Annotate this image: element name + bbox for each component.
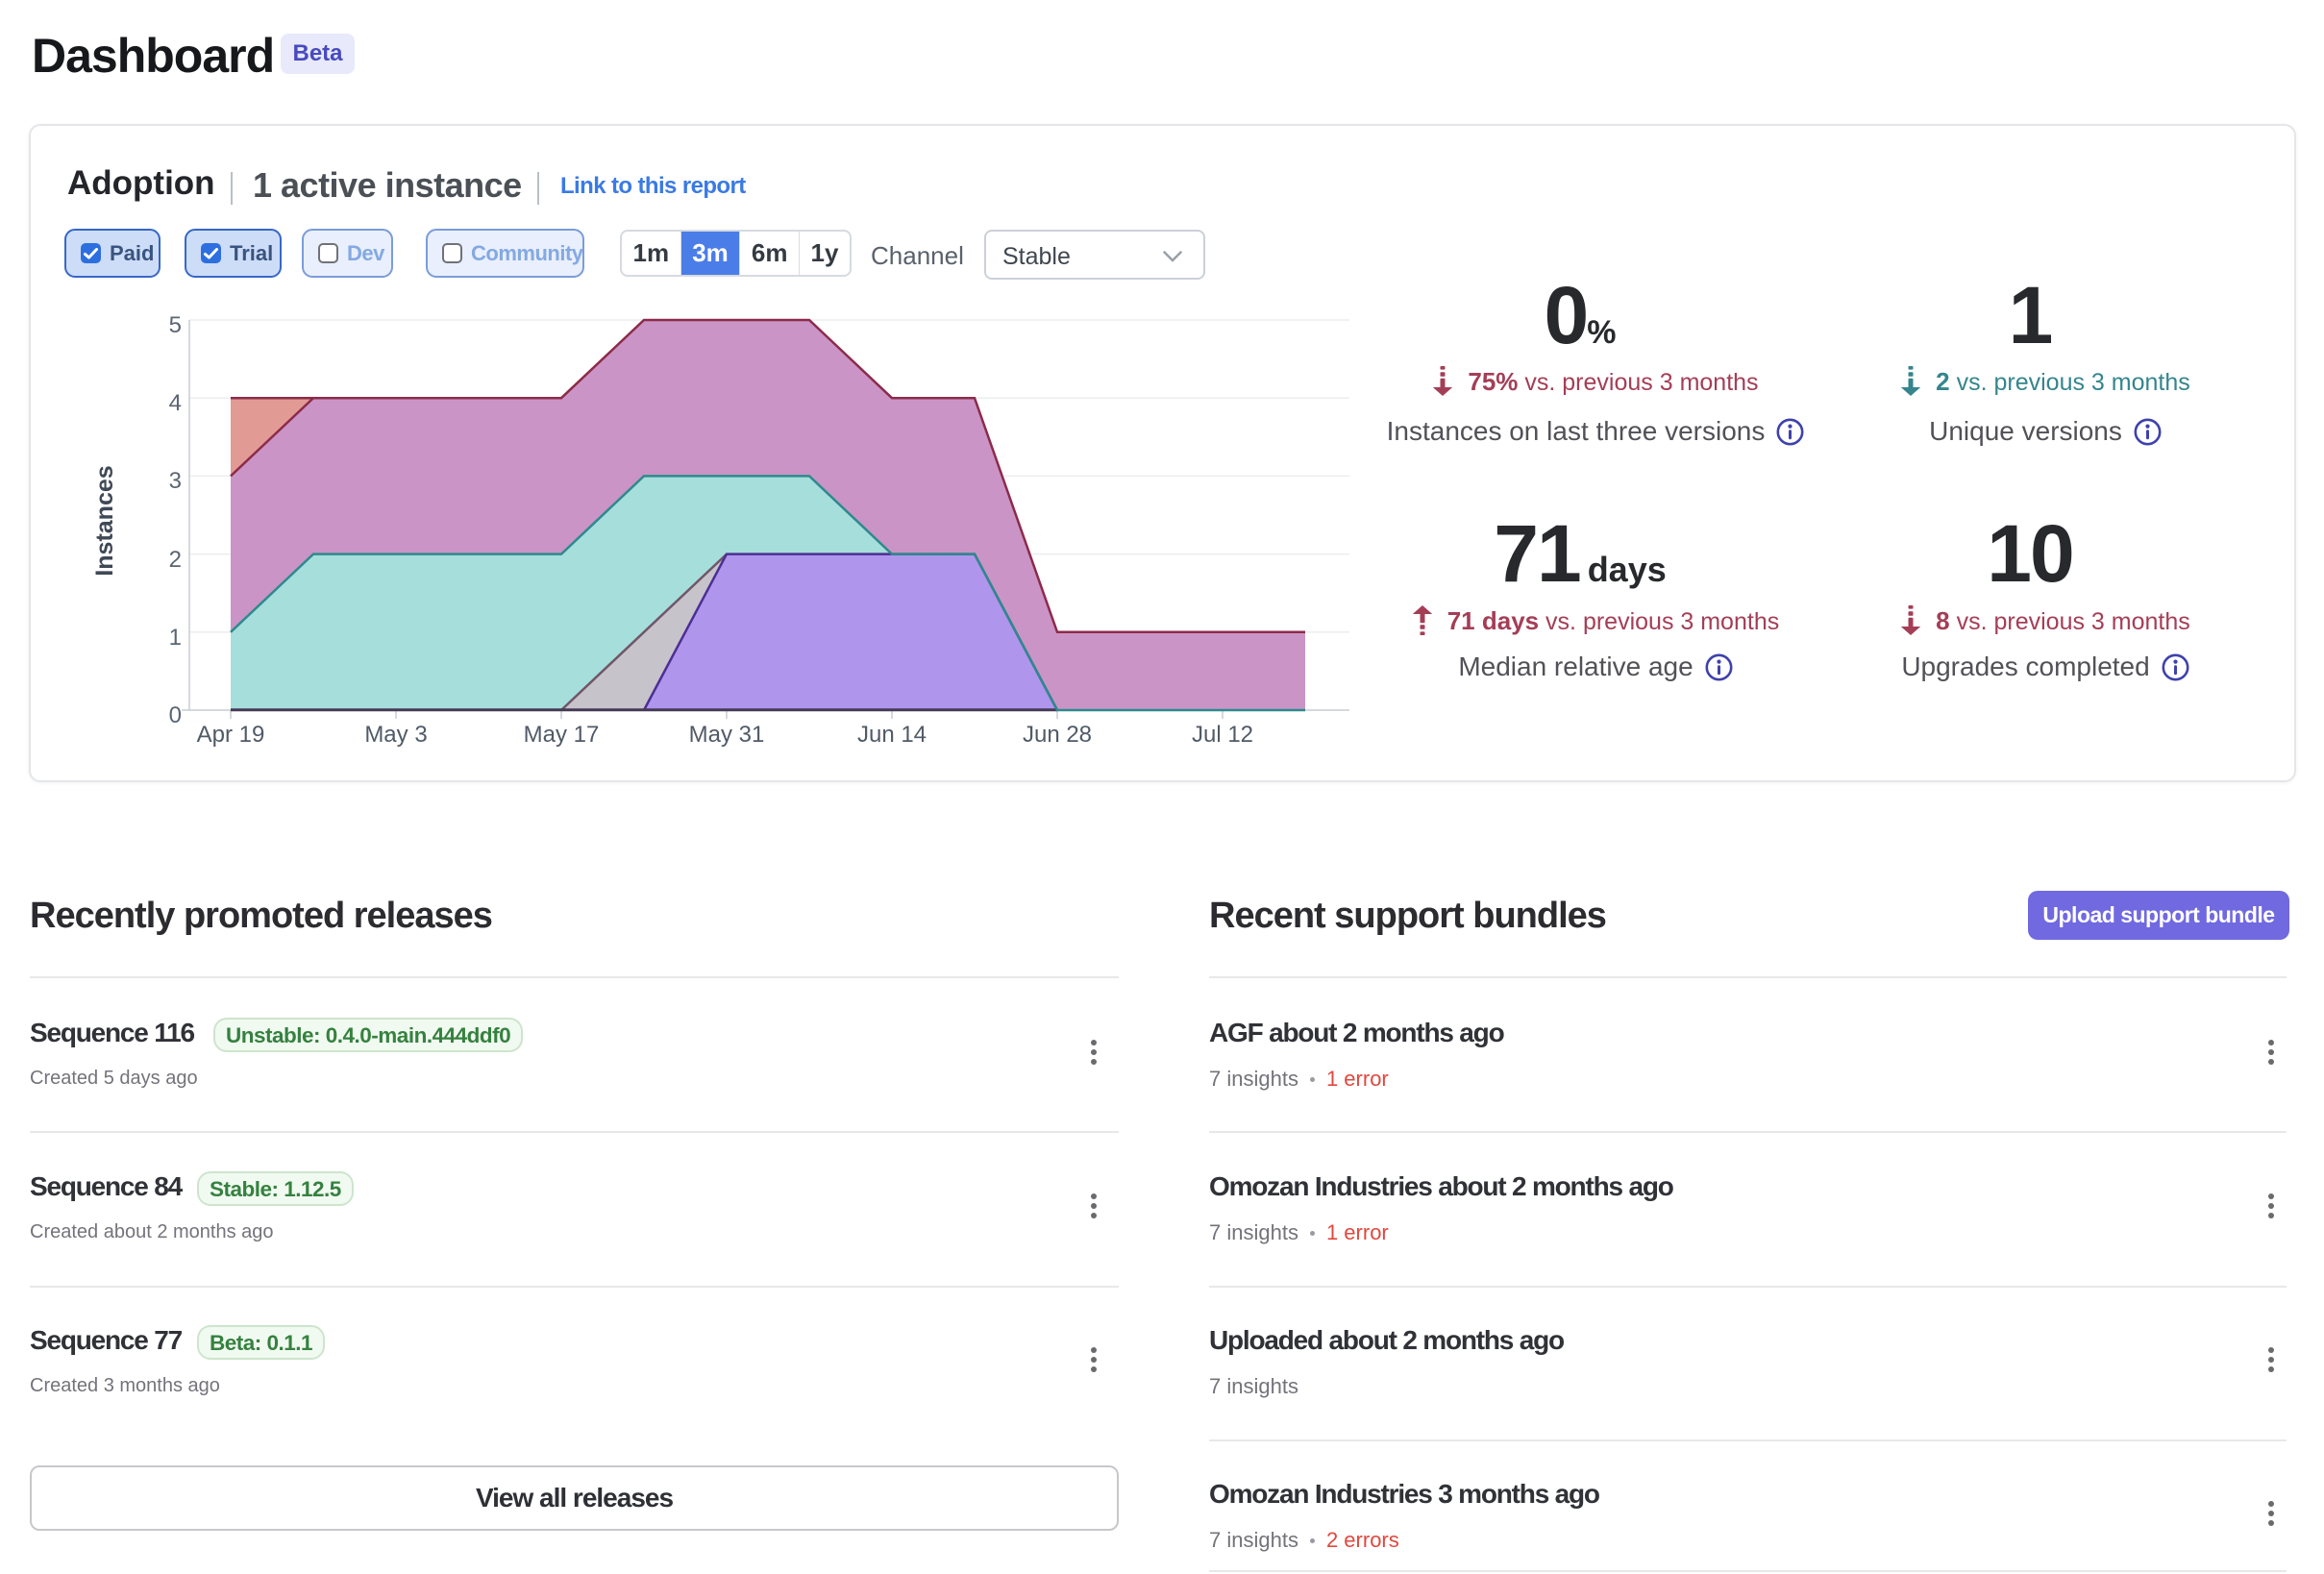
svg-text:2: 2: [169, 547, 182, 573]
svg-text:Jul 12: Jul 12: [1192, 722, 1253, 748]
svg-text:Jun 14: Jun 14: [857, 722, 927, 748]
svg-text:Instances: Instances: [91, 465, 118, 576]
svg-text:May 3: May 3: [364, 722, 427, 748]
svg-text:0: 0: [169, 702, 182, 728]
svg-text:May 17: May 17: [524, 722, 600, 748]
svg-text:5: 5: [169, 312, 182, 338]
svg-text:May 31: May 31: [689, 722, 765, 748]
svg-text:Apr 19: Apr 19: [197, 722, 265, 748]
svg-text:1: 1: [169, 625, 182, 651]
svg-text:4: 4: [169, 390, 182, 416]
svg-text:3: 3: [169, 468, 182, 494]
svg-text:Jun 28: Jun 28: [1023, 722, 1092, 748]
